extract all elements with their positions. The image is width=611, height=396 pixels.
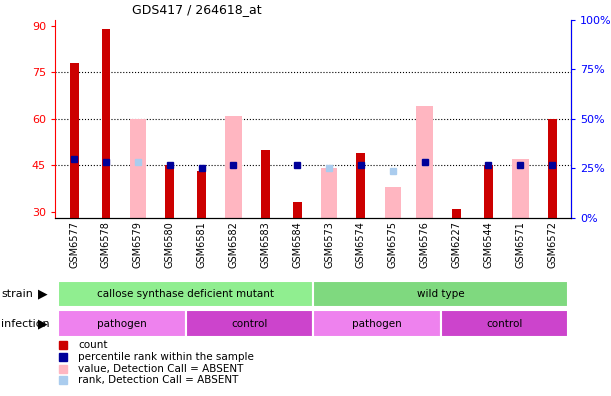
Text: GSM6579: GSM6579 — [133, 221, 143, 268]
Text: strain: strain — [1, 289, 33, 299]
Bar — [197, 171, 206, 218]
Bar — [384, 187, 401, 218]
Bar — [313, 281, 568, 307]
Bar — [165, 165, 174, 218]
Text: pathogen: pathogen — [97, 319, 147, 329]
Bar — [225, 116, 242, 218]
Bar — [70, 63, 79, 218]
Text: GSM6583: GSM6583 — [260, 221, 270, 268]
Bar — [293, 202, 302, 218]
Bar — [484, 165, 493, 218]
Text: wild type: wild type — [417, 289, 464, 299]
Text: GSM6581: GSM6581 — [197, 221, 207, 268]
Text: GSM6584: GSM6584 — [292, 221, 302, 268]
Bar — [452, 209, 461, 218]
Text: control: control — [231, 319, 268, 329]
Text: value, Detection Call = ABSENT: value, Detection Call = ABSENT — [78, 364, 244, 373]
Text: GSM6227: GSM6227 — [452, 221, 461, 268]
Text: control: control — [486, 319, 522, 329]
Text: callose synthase deficient mutant: callose synthase deficient mutant — [97, 289, 274, 299]
Bar — [547, 119, 557, 218]
Text: GSM6571: GSM6571 — [515, 221, 525, 268]
Bar — [261, 150, 270, 218]
Text: percentile rank within the sample: percentile rank within the sample — [78, 352, 254, 362]
Text: count: count — [78, 340, 108, 350]
Text: GSM6577: GSM6577 — [69, 221, 79, 268]
Bar — [186, 310, 313, 337]
Bar — [512, 159, 529, 218]
Text: GSM6576: GSM6576 — [420, 221, 430, 268]
Text: GSM6574: GSM6574 — [356, 221, 366, 268]
Text: infection: infection — [1, 319, 50, 329]
Text: GSM6582: GSM6582 — [229, 221, 238, 268]
Bar — [58, 310, 186, 337]
Text: GDS417 / 264618_at: GDS417 / 264618_at — [133, 3, 262, 16]
Text: rank, Detection Call = ABSENT: rank, Detection Call = ABSENT — [78, 375, 239, 385]
Bar — [441, 310, 568, 337]
Bar — [58, 281, 313, 307]
Text: GSM6544: GSM6544 — [483, 221, 494, 268]
Text: ▶: ▶ — [38, 317, 48, 330]
Text: GSM6572: GSM6572 — [547, 221, 557, 268]
Text: GSM6578: GSM6578 — [101, 221, 111, 268]
Text: ▶: ▶ — [38, 287, 48, 301]
Text: pathogen: pathogen — [352, 319, 402, 329]
Bar — [417, 107, 433, 218]
Text: GSM6580: GSM6580 — [165, 221, 175, 268]
Bar — [130, 119, 146, 218]
Bar — [321, 168, 337, 218]
Text: GSM6575: GSM6575 — [388, 221, 398, 268]
Bar — [101, 29, 111, 218]
Bar — [313, 310, 441, 337]
Bar — [356, 153, 365, 218]
Text: GSM6573: GSM6573 — [324, 221, 334, 268]
